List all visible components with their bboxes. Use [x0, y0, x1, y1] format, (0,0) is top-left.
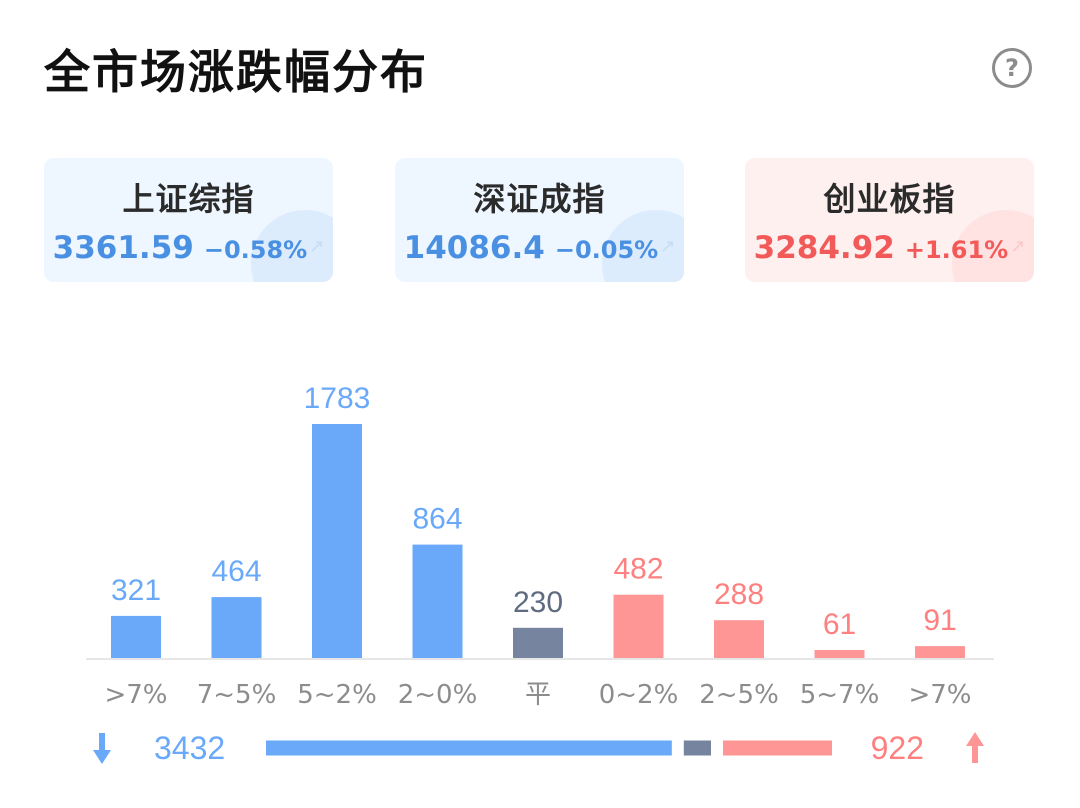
index-card-chinext[interactable]: 创业板指 3284.92 +1.61% ↗ — [745, 158, 1034, 282]
page-title: 全市场涨跌幅分布 — [44, 45, 428, 99]
index-value: 3284.92 — [753, 230, 895, 266]
bar-down-0 — [111, 615, 161, 658]
bar-value-label: 1783 — [304, 382, 371, 415]
trend-arrow-icon: ↗ — [309, 236, 325, 257]
summary-bar: 3432 922 — [93, 730, 984, 766]
bar-value-label: 464 — [211, 555, 261, 588]
trend-arrow-icon: ↗ — [1010, 236, 1026, 257]
down-arrow-icon — [93, 750, 111, 764]
index-name: 创业板指 — [823, 180, 956, 218]
trend-arrow-icon: ↗ — [660, 236, 676, 257]
bar-value-label: 61 — [823, 608, 856, 641]
summary-flat-segment — [683, 740, 711, 756]
bar-up-8 — [915, 646, 965, 658]
chart-value-labels: 321 464 1783 864 230 482 288 61 91 — [111, 382, 957, 641]
summary-down-segment — [266, 740, 672, 756]
down-arrow-icon-stem — [99, 733, 105, 751]
category-label: 2~5% — [699, 680, 779, 710]
category-label: >7% — [104, 680, 167, 710]
bar-value-label: 288 — [714, 578, 764, 611]
bar-value-label: 321 — [111, 574, 161, 607]
index-value: 14086.4 — [403, 230, 545, 266]
up-arrow-icon-stem — [972, 745, 978, 763]
bar-value-label: 482 — [613, 553, 663, 586]
index-name: 深证成指 — [473, 180, 606, 218]
up-total: 922 — [871, 730, 924, 766]
bar-down-1 — [211, 597, 262, 658]
category-label: 2~0% — [398, 680, 478, 710]
index-change: +1.61% — [904, 236, 1009, 264]
bar-value-label: 864 — [412, 503, 462, 536]
bar-up-6 — [714, 620, 764, 658]
category-label: 0~2% — [599, 680, 679, 710]
bar-up-5 — [613, 594, 664, 658]
category-label: 5~7% — [800, 680, 880, 710]
up-arrow-icon — [966, 732, 984, 746]
bar-value-label: 91 — [923, 604, 956, 637]
bar-flat-4 — [513, 627, 563, 658]
category-label: >7% — [908, 680, 971, 710]
bar-down-2 — [312, 424, 362, 658]
help-icon[interactable]: ? — [992, 48, 1032, 88]
category-label: 5~2% — [297, 680, 377, 710]
index-change: −0.05% — [554, 236, 659, 264]
bar-down-3 — [412, 544, 463, 658]
chart-category-labels: >7% 7~5% 5~2% 2~0% 平 0~2% 2~5% 5~7% >7% — [104, 680, 971, 710]
index-card-shanghai[interactable]: 上证综指 3361.59 −0.58% ↗ — [44, 158, 333, 282]
summary-up-segment — [723, 740, 832, 756]
index-change: −0.58% — [203, 236, 308, 264]
bar-value-label: 230 — [513, 586, 563, 619]
bar-up-7 — [814, 650, 865, 658]
category-label: 7~5% — [197, 680, 277, 710]
category-label: 平 — [525, 680, 551, 710]
index-value: 3361.59 — [52, 230, 194, 266]
index-name: 上证综指 — [122, 180, 255, 218]
index-card-shenzhen[interactable]: 深证成指 14086.4 −0.05% ↗ — [395, 158, 684, 282]
chart-bars — [111, 424, 965, 658]
down-total: 3432 — [154, 730, 225, 766]
